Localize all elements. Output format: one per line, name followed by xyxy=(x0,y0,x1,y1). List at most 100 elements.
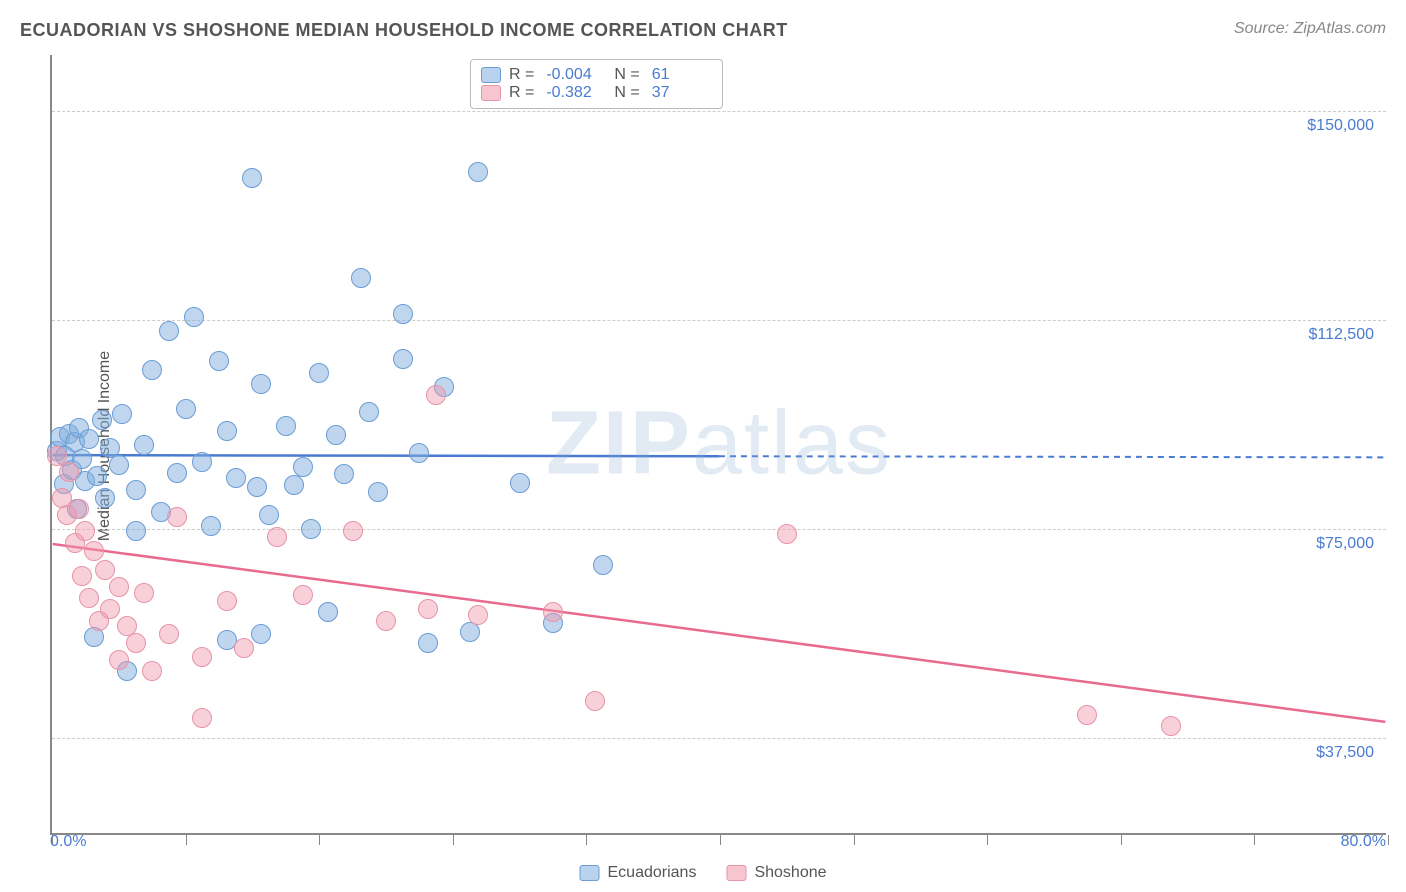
data-point xyxy=(142,360,162,380)
x-tick xyxy=(854,835,855,845)
legend-item-a: Ecuadorians xyxy=(579,864,696,882)
plot-area: ZIPatlas $37,500$75,000$112,500$150,000 xyxy=(50,55,1386,835)
data-point xyxy=(109,455,129,475)
data-point xyxy=(510,473,530,493)
data-point xyxy=(167,463,187,483)
data-point xyxy=(309,363,329,383)
x-tick xyxy=(319,835,320,845)
data-point xyxy=(284,475,304,495)
data-point xyxy=(142,661,162,681)
data-point xyxy=(468,605,488,625)
data-point xyxy=(251,624,271,644)
data-point xyxy=(159,321,179,341)
data-point xyxy=(259,505,279,525)
legend-item-b: Shoshone xyxy=(726,864,826,882)
regression-line-dashed xyxy=(719,456,1385,457)
data-point xyxy=(393,304,413,324)
legend-N-label: N = xyxy=(614,84,639,102)
data-point xyxy=(376,611,396,631)
gridline xyxy=(52,529,1386,530)
data-point xyxy=(75,521,95,541)
data-point xyxy=(209,351,229,371)
data-point xyxy=(126,480,146,500)
x-axis-min: 0.0% xyxy=(50,833,86,851)
data-point xyxy=(234,638,254,658)
watermark-bold: ZIP xyxy=(546,394,692,494)
data-point xyxy=(84,541,104,561)
data-point xyxy=(69,499,89,519)
legend-label-b: Shoshone xyxy=(754,864,826,882)
regression-line xyxy=(53,455,719,456)
data-point xyxy=(92,410,112,430)
x-axis-max: 80.0% xyxy=(1341,833,1386,851)
data-point xyxy=(393,349,413,369)
data-point xyxy=(201,516,221,536)
data-point xyxy=(87,466,107,486)
data-point xyxy=(192,647,212,667)
data-point xyxy=(242,168,262,188)
data-point xyxy=(1077,705,1097,725)
data-point xyxy=(217,421,237,441)
data-point xyxy=(468,162,488,182)
data-point xyxy=(426,385,446,405)
data-point xyxy=(301,519,321,539)
data-point xyxy=(267,527,287,547)
x-tick xyxy=(1254,835,1255,845)
chart-title: ECUADORIAN VS SHOSHONE MEDIAN HOUSEHOLD … xyxy=(20,20,788,41)
data-point xyxy=(368,482,388,502)
data-point xyxy=(134,583,154,603)
legend-series: Ecuadorians Shoshone xyxy=(579,864,826,882)
y-tick-label: $75,000 xyxy=(1316,535,1374,553)
data-point xyxy=(326,425,346,445)
legend-swatch-b-icon xyxy=(726,865,746,881)
data-point xyxy=(585,691,605,711)
legend-swatch-a-icon xyxy=(579,865,599,881)
gridline xyxy=(52,111,1386,112)
legend-swatch-a xyxy=(481,67,501,83)
data-point xyxy=(109,577,129,597)
data-point xyxy=(418,599,438,619)
data-point xyxy=(543,602,563,622)
legend-R-label: R = xyxy=(509,84,534,102)
data-point xyxy=(226,468,246,488)
data-point xyxy=(359,402,379,422)
legend-R-a: -0.004 xyxy=(546,66,606,84)
source-label: Source: ZipAtlas.com xyxy=(1234,20,1386,38)
data-point xyxy=(318,602,338,622)
data-point xyxy=(72,566,92,586)
x-tick xyxy=(720,835,721,845)
data-point xyxy=(418,633,438,653)
watermark: ZIPatlas xyxy=(546,393,892,496)
x-tick xyxy=(453,835,454,845)
legend-row-b: R = -0.382 N = 37 xyxy=(481,84,712,102)
data-point xyxy=(100,599,120,619)
gridline xyxy=(52,320,1386,321)
data-point xyxy=(247,477,267,497)
legend-correlation-box: R = -0.004 N = 61 R = -0.382 N = 37 xyxy=(470,59,723,109)
data-point xyxy=(134,435,154,455)
y-tick-label: $112,500 xyxy=(1308,326,1374,344)
data-point xyxy=(159,624,179,644)
data-point xyxy=(334,464,354,484)
x-tick xyxy=(586,835,587,845)
legend-R-label: R = xyxy=(509,66,534,84)
x-tick xyxy=(1388,835,1389,845)
data-point xyxy=(293,457,313,477)
data-point xyxy=(251,374,271,394)
legend-R-b: -0.382 xyxy=(546,84,606,102)
legend-N-b: 37 xyxy=(652,84,712,102)
data-point xyxy=(777,524,797,544)
data-point xyxy=(109,650,129,670)
legend-label-a: Ecuadorians xyxy=(607,864,696,882)
data-point xyxy=(351,268,371,288)
data-point xyxy=(79,429,99,449)
data-point xyxy=(167,507,187,527)
legend-swatch-b xyxy=(481,85,501,101)
x-tick xyxy=(186,835,187,845)
legend-N-label: N = xyxy=(614,66,639,84)
data-point xyxy=(126,521,146,541)
data-point xyxy=(95,488,115,508)
watermark-light: atlas xyxy=(692,394,892,494)
data-point xyxy=(593,555,613,575)
y-tick-label: $150,000 xyxy=(1307,117,1374,135)
